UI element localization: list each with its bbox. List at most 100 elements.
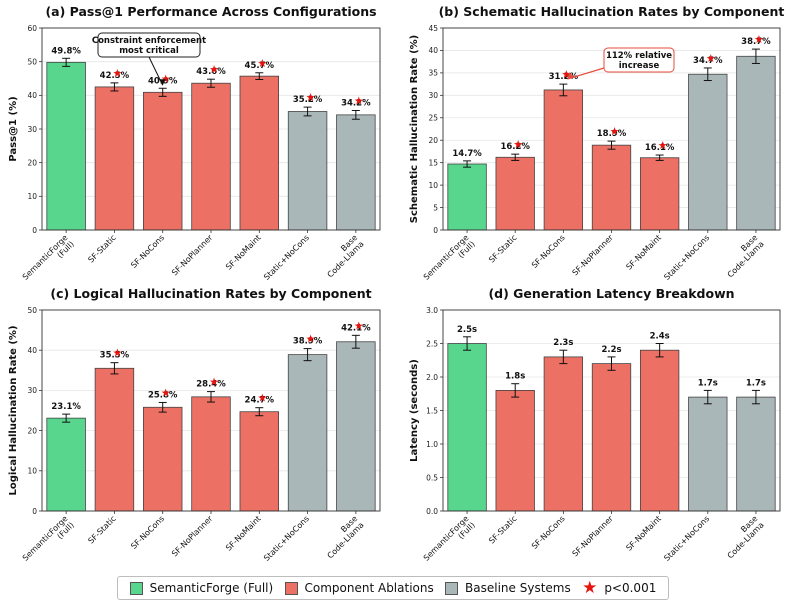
data-label: 1.7s: [698, 378, 718, 388]
data-label: 35.2%: [293, 95, 323, 105]
annotation-box: [97, 32, 201, 58]
plot-frame: [442, 309, 781, 512]
bar-b-0: [447, 163, 487, 231]
bar-c-5: [287, 354, 328, 512]
significance-star: ★: [209, 63, 219, 76]
x-tick-label: SF-NoMaint: [224, 514, 263, 553]
legend-swatch-full: [129, 581, 143, 595]
y-tick-label: 45: [428, 24, 438, 33]
plot-frame: [442, 27, 781, 231]
data-label: 18.9%: [597, 129, 627, 139]
x-tick-label: Static+NoCons: [262, 233, 311, 282]
y-tick-label: 20: [27, 426, 37, 435]
y-tick-label: 50: [27, 57, 37, 66]
y-tick-label: 0: [32, 507, 37, 516]
y-tick-label: 30: [27, 386, 37, 395]
y-tick-label: 5: [433, 203, 438, 212]
annotation-arrowhead: [567, 72, 575, 80]
y-tick-label: 35: [428, 69, 438, 78]
data-label: 34.2%: [341, 98, 371, 108]
data-label: 38.9%: [293, 337, 323, 347]
x-tick-label: SemanticForge(Full): [21, 514, 76, 569]
x-tick-label: Static+NoCons: [262, 514, 311, 563]
legend-swatch-ablation: [284, 581, 298, 595]
legend-item-baseline: Baseline Systems: [445, 581, 571, 595]
bar-b-4: [639, 157, 680, 231]
x-tick-label: BaseCode-Llama: [719, 514, 765, 560]
annotation-text: increase: [619, 61, 660, 71]
data-label: 34.7%: [693, 56, 723, 66]
x-tick-label: Static+NoCons: [662, 233, 711, 282]
y-tick-label: 0: [433, 226, 438, 235]
data-label: 25.8%: [148, 390, 178, 400]
significance-star: ★: [306, 91, 316, 104]
bar-d-0: [447, 343, 487, 512]
plot-frame: [41, 27, 381, 231]
bar-c-1: [94, 367, 135, 512]
data-label: 42.5%: [100, 71, 130, 81]
data-label: 2.5s: [457, 325, 477, 335]
chart-title: (b) Schematic Hallucination Rates by Com…: [439, 4, 785, 19]
y-tick-label: 3.0: [426, 306, 438, 315]
x-tick-label: SF-NoMaint: [624, 233, 663, 272]
star-icon: ★: [582, 577, 598, 598]
data-label: 2.4s: [650, 332, 670, 342]
x-tick-label: SF-NoMaint: [224, 233, 263, 272]
y-tick-label: 0.5: [426, 473, 438, 482]
x-tick-label: SF-NoPlanner: [170, 233, 215, 278]
x-tick-label: SF-Static: [86, 233, 117, 264]
bar-a-4: [239, 75, 280, 231]
significance-star: ★: [706, 52, 716, 65]
y-tick-label: 40: [428, 46, 438, 55]
x-tick-label: SF-NoPlanner: [170, 514, 215, 559]
figure-canvas: (a) Pass@1 Performance Across Configurat…: [8, 4, 785, 569]
y-tick-label: 20: [27, 158, 37, 167]
x-tick-label: BaseCode-Llama: [319, 233, 365, 279]
bar-c-6: [336, 341, 376, 512]
bar-d-4: [639, 349, 680, 512]
y-tick-label: 50: [27, 306, 37, 315]
bar-c-4: [239, 411, 280, 512]
x-tick-label: SF-NoCons: [129, 233, 166, 270]
significance-star: ★: [610, 125, 620, 138]
data-label: 31.2%: [549, 72, 579, 82]
x-tick-label: SF-Static: [487, 514, 518, 545]
x-tick-label: SF-Static: [86, 514, 117, 545]
y-tick-label: 10: [27, 467, 37, 476]
annotation-arrowhead: [159, 79, 166, 86]
bar-d-3: [591, 363, 632, 512]
significance-star: ★: [112, 347, 122, 360]
legend-label-significance: p<0.001: [604, 581, 657, 595]
bar-b-3: [591, 144, 632, 231]
y-tick-label: 30: [27, 125, 37, 134]
bar-c-2: [142, 406, 183, 512]
bar-b-2: [543, 89, 584, 231]
legend-item-significance: ★ p<0.001: [582, 577, 657, 598]
y-tick-label: 2.5: [426, 339, 438, 348]
chart-panel-d: (d) Generation Latency Breakdown 0.0 0.5 1.…: [409, 286, 781, 569]
data-label: 38.7%: [741, 37, 771, 47]
x-tick-label: SF-NoMaint: [624, 514, 663, 553]
x-tick-label: SemanticForge(Full): [422, 514, 477, 569]
y-tick-label: 0.0: [426, 507, 438, 516]
bar-d-1: [495, 389, 535, 512]
significance-star: ★: [257, 57, 267, 70]
data-label: 42.1%: [341, 323, 371, 333]
data-label: 24.7%: [245, 396, 275, 406]
chart-panel-b: (b) Schematic Hallucination Rates by Com…: [409, 4, 785, 282]
data-label: 2.2s: [601, 345, 621, 355]
bar-b-1: [495, 156, 535, 231]
x-tick-label: BaseCode-Llama: [319, 514, 365, 560]
bar-a-3: [191, 82, 231, 231]
y-axis-label: Schematic Hallucination Rate (%): [409, 35, 420, 223]
significance-star: ★: [306, 333, 316, 346]
y-axis-label: Pass@1 (%): [8, 96, 19, 161]
significance-star: ★: [161, 386, 171, 399]
y-tick-label: 2.0: [426, 373, 438, 382]
y-tick-label: 40: [27, 346, 37, 355]
bar-a-2: [142, 91, 183, 231]
y-tick-label: 1.5: [426, 406, 438, 415]
significance-star: ★: [209, 376, 219, 389]
y-tick-label: 15: [428, 158, 438, 167]
significance-star: ★: [354, 94, 364, 107]
